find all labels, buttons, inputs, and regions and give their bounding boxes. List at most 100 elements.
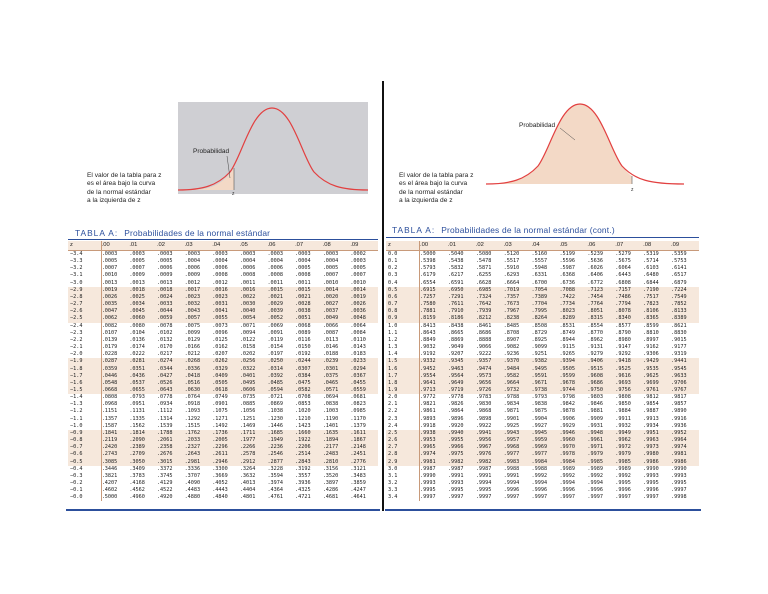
left-probability-label: Probabilidad [193,148,230,155]
probability-cell: .9793 [531,394,548,401]
probability-cell: .0749 [212,394,228,401]
column-header: .08 [643,241,671,251]
probability-cell: .9997 [503,494,520,501]
probability-cell: .8023 [559,308,588,316]
left-table-title: TABLA A: Probabilidades de la normal está… [75,228,270,238]
probability-cell: .9115 [559,344,576,351]
probability-cell: .9997 [671,487,687,494]
probability-cell: .6628 [475,279,492,286]
probability-cell: .0132 [156,336,173,343]
table-row: 0.9.8159.8186.8212.8238.8264.8289.8315.8… [386,315,699,323]
probability-cell: .8830 [671,329,687,336]
table-row: 2.0.9772 .9778 .9783 .9788 .9793 .9798 .9803 .9… [386,394,699,402]
probability-cell: .3015 [156,458,185,466]
probability-cell: .0007 [129,265,145,272]
probability-cell: .0174 [129,344,145,351]
probability-cell: .9981 [419,458,448,466]
table-row: 0.0.5000 .5040 .5080 .5120 .5160 .5199 .5239 .5… [386,250,699,259]
probability-cell: .1423 [295,422,311,429]
right-table-title-text: Probabilidades de la normal estándar (co… [441,225,615,235]
probability-cell: .0314 [267,365,296,373]
probability-cell: .3372 [156,465,173,472]
probability-cell: .4960 [129,494,145,501]
probability-cell: .9904 [531,415,548,422]
probability-cell: .5948 [531,265,548,272]
probability-cell: .0427 [156,372,185,380]
table-row: −2.2.0139 .0136 .0132 .0129 .0125 .0122 .0119.… [68,336,378,345]
probability-cell: .0166 [184,344,201,351]
probability-cell: .3821 [101,472,118,479]
probability-cell: .1949 [267,437,296,445]
probability-cell: .3974 [267,480,284,486]
probability-cell: .9978 [559,451,588,459]
probability-cell: .5871 [475,265,492,272]
probability-cell: .0162 [212,344,228,351]
table-row: 1.2.8849 .8869 .8888 .8907 .8925 .8944 .8962 .8… [386,336,699,345]
probability-cell: .7123 [587,286,616,294]
probability-cell: .6808 [615,279,631,286]
z-value-cell: 1.1 [386,329,420,337]
probability-cell: .0033 [156,301,185,309]
probability-cell: .7157 [615,286,644,294]
probability-cell: .9918 [419,422,436,429]
probability-cell: .9864 [447,408,464,415]
probability-cell: .1271 [212,415,228,422]
probability-cell: .1922 [295,437,323,445]
probability-cell: .9370 [503,358,532,366]
probability-cell: .0011 [295,279,311,286]
probability-cell: .0037 [322,308,351,316]
probability-cell: .1230 [267,415,284,422]
probability-cell: .9987 [447,465,464,472]
probability-cell: .9995 [447,487,464,494]
z-value-cell: 0.0 [386,250,420,259]
probability-cell: .9997 [475,494,492,501]
probability-cell: .9222 [475,351,492,358]
probability-cell: .6406 [587,272,603,279]
probability-cell: .0045 [129,308,157,316]
probability-cell: .9826 [447,401,464,408]
probability-cell: .9599 [559,372,588,380]
probability-cell: .8665 [447,329,464,336]
probability-cell: .0655 [129,386,157,395]
probability-cell: .0015 [295,286,323,294]
probability-cell: .0069 [267,322,284,329]
left-table-label: TABLA A: [75,228,119,238]
probability-cell: .9979 [587,451,616,459]
probability-cell: .3264 [239,465,256,472]
probability-cell: .0005 [129,258,145,265]
table-row: 3.0.9987.9987.9987.9988.9988.9989.9989.9… [386,465,699,473]
table-row: 1.4.9192 .9207 .9222 .9236 .9251 .9265 .9279 .9… [386,351,699,359]
probability-cell: .9582 [503,372,532,380]
probability-cell: .0006 [212,265,228,272]
table-row: 0.1.5398 .5438 .5478 .5517 .5557 .5596 .5636 .5… [386,258,699,266]
probability-cell: .0002 [350,251,366,257]
probability-cell: .1515 [184,422,201,429]
probability-cell: .1170 [350,415,366,422]
table-header-row: z .00.01.02.03.04.05.06.07.08.09 [68,241,378,251]
z-value-cell: 1.4 [386,351,420,359]
probability-cell: .0336 [184,365,213,373]
probability-cell: .8389 [671,315,699,323]
probability-cell: .0012 [184,279,201,286]
probability-cell: .0668 [101,386,130,395]
page-divider [382,81,384,511]
probability-cell: .1401 [322,422,339,429]
probability-cell: .7454 [587,293,616,302]
z-value-cell: −1.3 [68,401,102,409]
probability-cell: .7224 [671,286,699,294]
probability-cell: .9934 [643,422,659,429]
probability-cell: .0009 [184,272,201,279]
probability-cell: .0793 [129,394,145,401]
probability-cell: .9474 [475,365,504,373]
probability-cell: .0080 [129,322,145,329]
table-row: 1.9.9713.9719.9726.9732.9738.9744.9750.9… [386,386,699,395]
probability-cell: .0207 [212,351,228,358]
z-value-cell: −0.8 [68,437,102,445]
right-probability-table: z .00.01.02.03.04.05.06.07.08.09 0.0.5000.… [386,241,699,502]
z-value-cell: −1.4 [68,394,102,402]
probability-cell: .0019 [101,286,130,294]
probability-cell: .9956 [475,437,504,445]
probability-cell: .6664 [503,279,520,286]
probability-cell: .9726 [475,386,504,395]
probability-cell: .6700 [531,279,548,286]
